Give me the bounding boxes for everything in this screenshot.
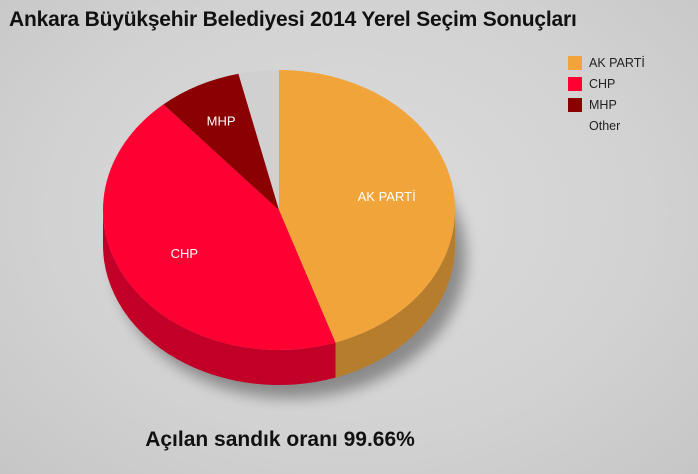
pie-slices — [102, 70, 455, 350]
legend: AK PARTİ CHP MHP Other — [568, 52, 645, 136]
legend-swatch — [568, 119, 582, 133]
legend-item-mhp[interactable]: MHP — [568, 94, 645, 115]
pie-slice-chp[interactable] — [102, 104, 336, 350]
slice-label: AK PARTİ — [358, 189, 416, 204]
legend-item-ak-parti[interactable]: AK PARTİ — [568, 52, 645, 73]
legend-swatch — [568, 76, 582, 91]
legend-item-other[interactable]: Other — [568, 115, 645, 136]
legend-label: Other — [589, 118, 621, 133]
legend-label: MHP — [589, 97, 617, 112]
legend-swatch — [568, 97, 582, 112]
slice-label: MHP — [207, 113, 236, 128]
slice-side — [335, 210, 455, 378]
pie-sides — [103, 210, 455, 385]
ballot-box-rate: Açılan sandık oranı 99.66% — [145, 428, 415, 451]
slice-side — [103, 210, 336, 385]
legend-label: CHP — [589, 76, 616, 91]
pie-labels: AK PARTİ CHP MHP — [171, 113, 416, 261]
legend-swatch — [568, 55, 582, 70]
legend-label: AK PARTİ — [589, 55, 645, 70]
slice-label: CHP — [171, 246, 198, 261]
chart-title: Ankara Büyükşehir Belediyesi 2014 Yerel … — [9, 8, 577, 31]
pie-slice-other[interactable] — [238, 70, 279, 210]
pie-slice-ak-parti-[interactable] — [279, 70, 455, 343]
legend-item-chp[interactable]: CHP — [568, 73, 645, 94]
pie-slice-mhp[interactable] — [163, 73, 279, 210]
